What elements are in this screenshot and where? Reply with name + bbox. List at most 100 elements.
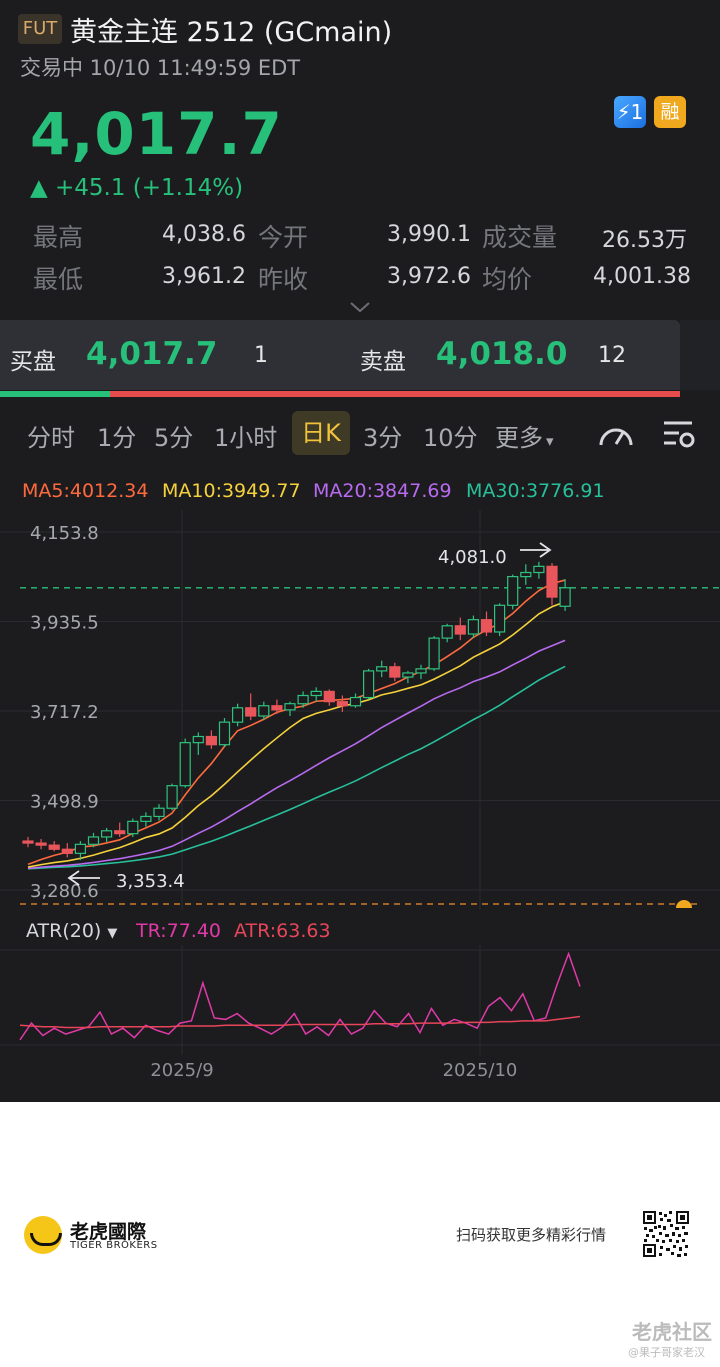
- candle-up: [218, 721, 231, 746]
- tab-more-label: 更多: [495, 424, 543, 452]
- chart-settings-icon[interactable]: [662, 418, 698, 452]
- caret-down-icon: ▼: [107, 926, 118, 941]
- candle-up: [87, 836, 100, 845]
- ma30-line: [27, 665, 566, 870]
- candle-down: [205, 735, 217, 746]
- stat-low-label: 最低: [33, 265, 84, 294]
- ask-price[interactable]: 4,018.0: [436, 336, 568, 372]
- trading-status: 交易中 10/10 11:49:59 EDT: [20, 56, 301, 80]
- stat-high-label: 最高: [33, 223, 84, 252]
- candle-down: [22, 840, 34, 844]
- ma30-legend: MA30:3776.91: [466, 480, 605, 502]
- tr-value: TR:77.40: [136, 920, 222, 942]
- candle-up: [74, 843, 87, 854]
- candle-down: [61, 848, 73, 854]
- futures-badge: FUT: [18, 14, 62, 44]
- order-book: [0, 320, 680, 390]
- candle-up: [467, 619, 479, 635]
- stat-prevclose-label: 昨收: [258, 265, 309, 294]
- x-tick-label: 2025/10: [443, 1060, 518, 1081]
- tab-more[interactable]: 更多 ▾: [495, 418, 554, 453]
- ask-size: 12: [598, 343, 626, 368]
- candles: [22, 561, 571, 861]
- atr-value: ATR:63.63: [234, 920, 331, 942]
- candle-up: [441, 625, 453, 639]
- candle-up: [153, 807, 165, 818]
- ma5-legend: MA5:4012.34: [22, 480, 149, 502]
- candle-up: [376, 666, 388, 672]
- tab-intraday[interactable]: 分时: [27, 424, 75, 452]
- x-tick-label: 2025/9: [150, 1060, 213, 1081]
- qr-code-icon[interactable]: [642, 1210, 690, 1258]
- candle-up: [559, 587, 571, 607]
- candle-up: [520, 571, 532, 578]
- candle-up: [363, 670, 375, 699]
- stat-high-value: 4,038.6: [162, 222, 246, 247]
- tab-1min[interactable]: 1分: [97, 424, 137, 452]
- candle-up: [349, 696, 362, 707]
- price-change: ▲ +45.1 (+1.14%): [30, 175, 244, 201]
- bid-ratio-bar: [0, 391, 110, 397]
- tiger-logo-icon: [24, 1216, 62, 1254]
- atr-lines: [19, 951, 581, 1041]
- candle-down: [336, 701, 348, 707]
- atr-chart[interactable]: 2025/9 2025/10: [0, 945, 720, 1095]
- candle-up: [297, 694, 309, 705]
- bid-price[interactable]: 4,017.7: [86, 336, 218, 372]
- ask-ratio-bar: [110, 391, 680, 397]
- candle-down: [323, 690, 335, 703]
- stat-open-value: 3,990.1: [387, 222, 471, 247]
- candle-up: [284, 703, 296, 711]
- candle-down: [114, 830, 126, 835]
- candle-up: [494, 604, 506, 633]
- candle-up: [100, 830, 113, 838]
- lightning-icon[interactable]: ⚡1: [614, 96, 646, 128]
- tab-daily[interactable]: 日K: [292, 411, 350, 455]
- y-tick-label: 4,153.8: [30, 523, 99, 544]
- atr-indicator-label[interactable]: ATR(20) ▼: [26, 920, 117, 942]
- order-book-edge: [680, 320, 720, 390]
- margin-icon[interactable]: 融: [654, 96, 686, 128]
- stat-volume-value: 26.53万: [602, 228, 687, 253]
- candle-down: [35, 842, 47, 846]
- candle-down: [48, 844, 60, 850]
- moving-average-lines: [27, 579, 566, 870]
- ma20-legend: MA20:3847.69: [313, 480, 452, 502]
- candle-up: [166, 785, 178, 809]
- stat-low-value: 3,961.2: [162, 264, 246, 289]
- tab-5min[interactable]: 5分: [154, 424, 194, 452]
- candle-up: [533, 565, 545, 574]
- candle-up: [415, 668, 427, 674]
- candle-down: [454, 625, 466, 635]
- ma20-line: [27, 639, 566, 870]
- tab-1hour[interactable]: 1小时: [214, 424, 278, 452]
- bid-size: 1: [254, 343, 268, 368]
- candle-down: [271, 705, 283, 711]
- stat-prevclose-value: 3,972.6: [387, 264, 471, 289]
- candle-down: [480, 619, 493, 633]
- stat-volume-label: 成交量: [482, 223, 558, 252]
- indicator-gauge-icon[interactable]: [596, 418, 636, 450]
- candle-up: [507, 576, 519, 606]
- candle-up: [127, 820, 139, 835]
- arrow-right-head: [539, 542, 552, 558]
- y-tick-label: 3,935.5: [30, 613, 99, 634]
- atr-grid: [0, 945, 720, 1055]
- candle-up: [258, 705, 270, 717]
- contract-title: 黄金主连 2512 (GCmain): [70, 17, 393, 48]
- scan-hint: 扫码获取更多精彩行情: [456, 1226, 607, 1244]
- atr-title: ATR(20): [26, 920, 102, 942]
- high-price-label: 4,081.0: [438, 547, 507, 568]
- tab-10min[interactable]: 10分: [423, 424, 478, 452]
- candlestick-chart[interactable]: 4,153.8 3,935.5 3,717.2 3,498.9 3,280.6 4,08…: [0, 510, 720, 910]
- bid-label: 买盘: [10, 349, 56, 375]
- chart-annotations: 4,081.0 3,353.4: [67, 542, 552, 892]
- stat-avg-label: 均价: [482, 265, 533, 294]
- candle-up: [232, 707, 244, 723]
- candle-down: [245, 707, 257, 717]
- candle-down: [389, 666, 401, 678]
- chevron-down-icon: ▾: [546, 432, 554, 450]
- tab-3min[interactable]: 3分: [363, 424, 403, 452]
- quote-screen: FUT 黄金主连 2512 (GCmain) 交易中 10/10 11:49:5…: [0, 0, 720, 1102]
- expand-chevron-icon[interactable]: [348, 300, 372, 314]
